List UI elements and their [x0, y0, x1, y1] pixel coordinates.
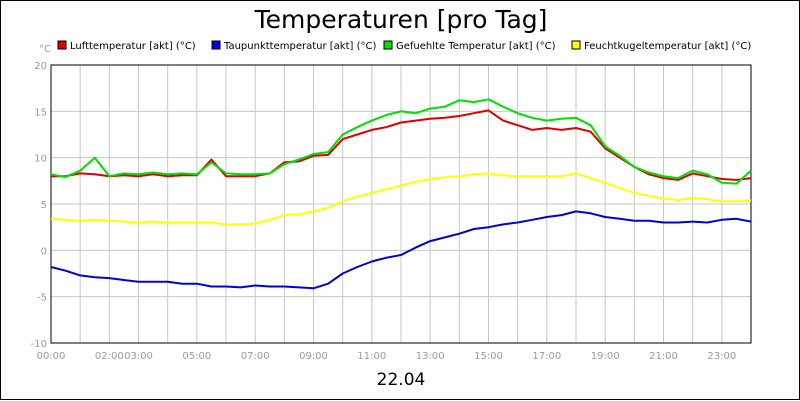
- legend-swatch-2: [383, 40, 393, 50]
- y-tick-labels: -10 -5 0 5 10 15 20: [31, 61, 47, 350]
- series-line-3: [50, 172, 752, 226]
- x-tick-label: 19:00: [591, 351, 620, 362]
- legend: Lufttemperatur [akt] (°C) Taupunkttempera…: [57, 40, 751, 52]
- series-line-2: [50, 98, 752, 185]
- x-tick-label: 07:00: [241, 351, 270, 362]
- series-line-1: [50, 210, 752, 290]
- y-axis-unit: °C: [39, 44, 51, 55]
- y-tick-label: 20: [34, 61, 47, 72]
- x-tick-label: 23:00: [707, 351, 736, 362]
- x-tick-label: 13:00: [416, 351, 445, 362]
- x-tick-label: 11:00: [357, 351, 386, 362]
- x-tick-label: 15:00: [474, 351, 503, 362]
- date-label: 22.04: [377, 370, 426, 390]
- plot-border: [50, 64, 752, 344]
- x-tick-label: 02:00: [95, 351, 124, 362]
- y-tick-label: -5: [37, 293, 47, 304]
- x-tick-label: 05:00: [182, 351, 211, 362]
- legend-swatch-3: [571, 40, 581, 50]
- y-tick-label: 10: [34, 154, 47, 165]
- chart-title: Temperaturen [pro Tag]: [254, 5, 548, 34]
- y-tick-label: 15: [34, 107, 47, 118]
- y-tick-label: 5: [41, 200, 47, 211]
- legend-label-0: Lufttemperatur [akt] (°C): [70, 41, 196, 52]
- legend-swatch-1: [211, 40, 221, 50]
- legend-swatch-0: [57, 40, 67, 50]
- y-tick-label: -10: [31, 339, 47, 350]
- y-tick-label: 0: [41, 246, 47, 257]
- x-tick-label: 00:00: [37, 351, 66, 362]
- x-tick-label: 21:00: [649, 351, 678, 362]
- x-tick-labels: 00:00 02:00 03:00 05:00 07:00 09:00 11:00 13:00…: [37, 351, 737, 362]
- series-group: [50, 98, 752, 290]
- legend-label-1: Taupunkttemperatur [akt] (°C): [223, 41, 376, 52]
- x-tick-label: 17:00: [532, 351, 561, 362]
- grid: [51, 65, 751, 343]
- x-tick-label: 03:00: [124, 351, 153, 362]
- x-tick-label: 09:00: [299, 351, 328, 362]
- legend-label-2: Gefuehlte Temperatur [akt] (°C): [396, 41, 556, 52]
- legend-label-3: Feuchtkugeltemperatur [akt] (°C): [584, 41, 751, 52]
